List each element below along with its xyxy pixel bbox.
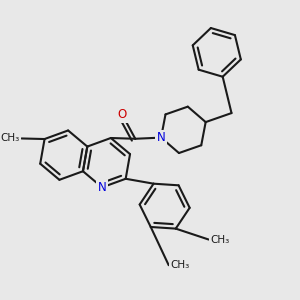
Text: CH₃: CH₃ bbox=[1, 134, 20, 143]
Text: CH₃: CH₃ bbox=[170, 260, 189, 270]
Text: O: O bbox=[118, 108, 127, 122]
Text: N: N bbox=[98, 181, 106, 194]
Text: N: N bbox=[157, 131, 166, 144]
Text: CH₃: CH₃ bbox=[210, 235, 230, 244]
